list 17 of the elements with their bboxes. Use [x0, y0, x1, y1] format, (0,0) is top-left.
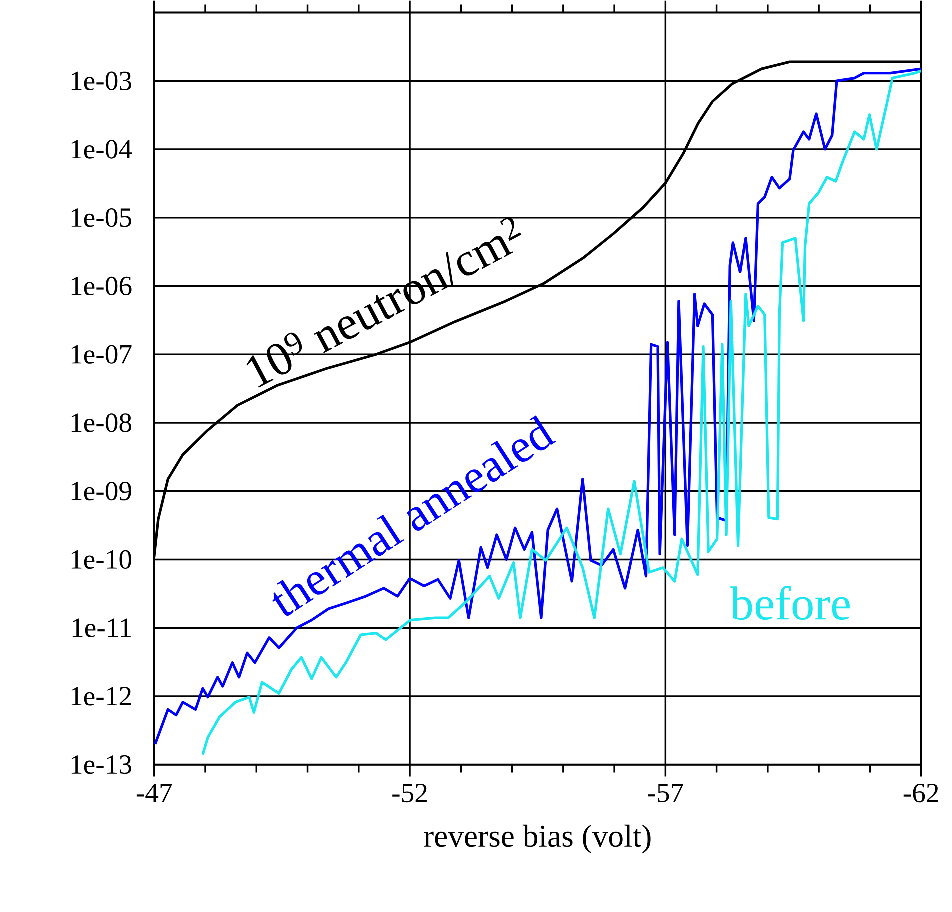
x-tick-label: -52: [392, 784, 427, 802]
y-tick-label: 1e-07: [72, 345, 132, 364]
y-tick-label: 1e-03: [72, 72, 132, 90]
y-tick-label: 1e-12: [72, 687, 132, 706]
y-tick-label: 1e-11: [72, 618, 131, 638]
x-tick-label: -57: [648, 784, 684, 802]
series-label: before: [730, 586, 850, 620]
y-tick-label: 1e-09: [72, 482, 132, 501]
y-tick-label: 1e-04: [72, 140, 132, 159]
x-tick-label: -47: [136, 784, 172, 802]
x-axis-title: reverse bias (volt): [424, 824, 651, 854]
x-tick-label: -62: [904, 784, 938, 802]
y-tick-label: 1e-05: [72, 208, 132, 228]
y-tick-label: 1e-13: [72, 755, 132, 774]
y-tick-label: 1e-10: [72, 550, 132, 569]
y-tick-label: 1e-08: [72, 413, 132, 432]
y-tick-label: 1e-06: [72, 276, 132, 296]
